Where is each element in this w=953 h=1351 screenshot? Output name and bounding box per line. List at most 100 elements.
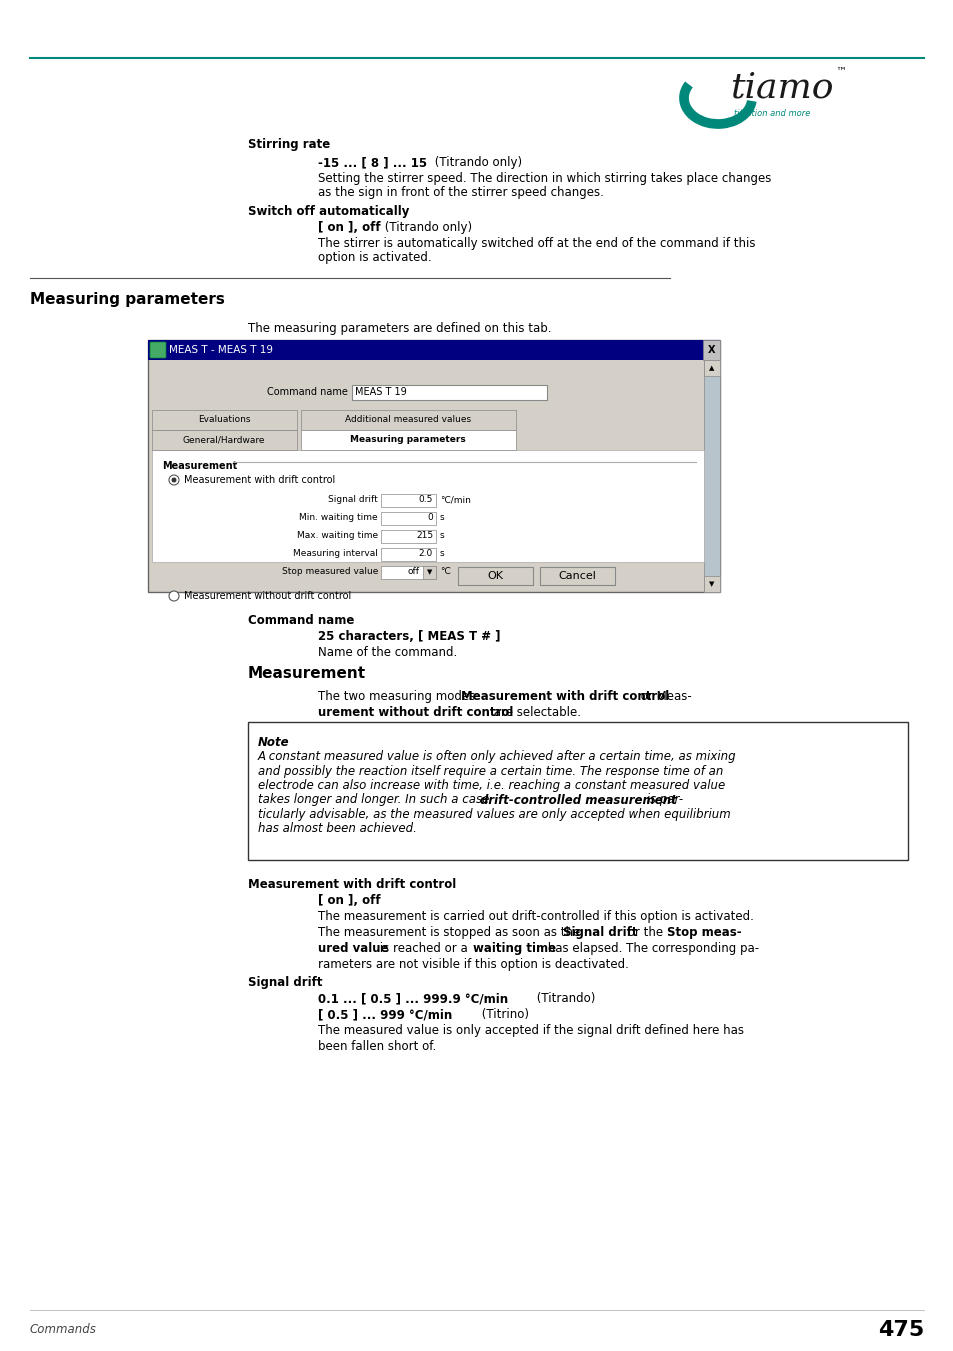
Bar [301,409,516,430]
Text: A constant measured value is often only achieved after a certain time, as mixing: A constant measured value is often only … [257,750,736,763]
Text: Signal drift: Signal drift [248,975,322,989]
Text: Min. waiting time: Min. waiting time [299,513,377,523]
Text: °C/min: °C/min [439,496,471,504]
Text: (Titrino): (Titrino) [477,1008,529,1021]
Circle shape [169,476,179,485]
Bar [380,549,436,561]
Text: ▼: ▼ [709,581,714,586]
Text: MEAS T - MEAS T 19: MEAS T - MEAS T 19 [169,345,273,355]
Text: and possibly the reaction itself require a certain time. The response time of an: and possibly the reaction itself require… [257,765,722,777]
Bar [148,340,720,592]
Bar [352,385,546,400]
Bar [148,340,720,359]
Text: Name of the command.: Name of the command. [317,646,456,659]
Text: [ on ], off: [ on ], off [317,222,380,234]
Bar [457,567,533,585]
Text: The measurement is carried out drift-controlled if this option is activated.: The measurement is carried out drift-con… [317,911,753,923]
Bar [152,450,703,562]
Text: Evaluations: Evaluations [197,416,250,424]
Text: Signal drift: Signal drift [328,496,377,504]
Text: tiamo: tiamo [729,72,833,105]
Bar [248,721,907,861]
Bar [152,430,296,450]
Text: [ on ], off: [ on ], off [317,894,380,907]
Text: Measurement with drift control: Measurement with drift control [460,690,669,703]
Text: The measured value is only accepted if the signal drift defined here has: The measured value is only accepted if t… [317,1024,743,1038]
Text: OK: OK [486,571,502,581]
Text: is par-: is par- [642,793,682,807]
Text: 215: 215 [416,531,433,540]
Text: Measurement with drift control: Measurement with drift control [248,878,456,892]
Text: or the: or the [623,925,666,939]
Text: Command name: Command name [248,613,354,627]
Text: ured value: ured value [317,942,388,955]
Text: or Meas-: or Meas- [637,690,691,703]
Text: has almost been achieved.: has almost been achieved. [257,823,416,835]
Text: The two measuring modes: The two measuring modes [317,690,478,703]
Text: electrode can also increase with time, i.e. reaching a constant measured value: electrode can also increase with time, i… [257,780,724,792]
Bar [301,430,516,450]
Text: Switch off automatically: Switch off automatically [248,205,409,218]
Text: X: X [707,345,715,355]
Bar [422,566,436,580]
Text: 0: 0 [427,513,433,523]
Bar [380,512,436,526]
Text: s: s [439,513,444,523]
Text: Note: Note [257,736,290,748]
Text: as the sign in front of the stirrer speed changes.: as the sign in front of the stirrer spee… [317,186,603,199]
Circle shape [172,477,176,482]
Text: Measurement without drift control: Measurement without drift control [184,590,351,601]
Text: urement without drift control: urement without drift control [317,707,513,719]
Text: 25 characters, [ MEAS T # ]: 25 characters, [ MEAS T # ] [317,630,500,643]
Text: Max. waiting time: Max. waiting time [296,531,377,540]
Text: s: s [439,550,444,558]
Text: Commands: Commands [30,1323,97,1336]
Text: 2.0: 2.0 [418,550,433,558]
Bar [703,359,720,376]
Text: Measuring parameters: Measuring parameters [30,292,225,307]
Text: Cancel: Cancel [558,571,596,581]
Text: (Titrando only): (Titrando only) [431,155,521,169]
Text: ™: ™ [834,68,845,77]
Text: 475: 475 [877,1320,923,1340]
Text: Measuring interval: Measuring interval [293,550,377,558]
Text: (Titrando): (Titrando) [533,992,595,1005]
Text: Measurement: Measurement [162,461,237,471]
Text: s: s [439,531,444,540]
Text: option is activated.: option is activated. [317,251,431,263]
Bar [539,567,615,585]
Text: Additional measured values: Additional measured values [345,416,471,424]
Bar [380,566,436,580]
Bar [702,340,720,359]
Text: Signal drift: Signal drift [562,925,637,939]
Circle shape [169,590,179,601]
Text: titration and more: titration and more [733,108,809,118]
Text: rameters are not visible if this option is deactivated.: rameters are not visible if this option … [317,958,628,971]
Text: 0.5: 0.5 [418,496,433,504]
Text: Stop meas-: Stop meas- [666,925,740,939]
Text: drift-controlled measurement: drift-controlled measurement [479,793,676,807]
Text: The measurement is stopped as soon as the: The measurement is stopped as soon as th… [317,925,583,939]
Text: Stop measured value: Stop measured value [281,567,377,577]
Text: ▼: ▼ [427,569,433,576]
Text: Stirring rate: Stirring rate [248,138,330,151]
Text: waiting time: waiting time [473,942,556,955]
Text: is reached or a: is reached or a [375,942,471,955]
Text: MEAS T 19: MEAS T 19 [355,386,406,397]
FancyBboxPatch shape [150,342,166,358]
Text: ticularly advisable, as the measured values are only accepted when equilibrium: ticularly advisable, as the measured val… [257,808,730,821]
Text: off: off [408,567,419,577]
Text: takes longer and longer. In such a case: takes longer and longer. In such a case [257,793,493,807]
Text: (Titrando only): (Titrando only) [380,222,472,234]
Text: ▲: ▲ [709,365,714,372]
Text: The stirrer is automatically switched off at the end of the command if this: The stirrer is automatically switched of… [317,236,755,250]
Text: Measurement with drift control: Measurement with drift control [184,476,335,485]
Text: [ 0.5 ] ... 999 °C/min: [ 0.5 ] ... 999 °C/min [317,1008,452,1021]
Bar [380,530,436,543]
Bar [380,494,436,507]
Text: Measuring parameters: Measuring parameters [350,435,465,444]
Text: °C: °C [439,567,450,577]
Text: has elapsed. The corresponding pa-: has elapsed. The corresponding pa- [543,942,759,955]
Bar [152,409,296,430]
Text: Setting the stirrer speed. The direction in which stirring takes place changes: Setting the stirrer speed. The direction… [317,172,771,185]
